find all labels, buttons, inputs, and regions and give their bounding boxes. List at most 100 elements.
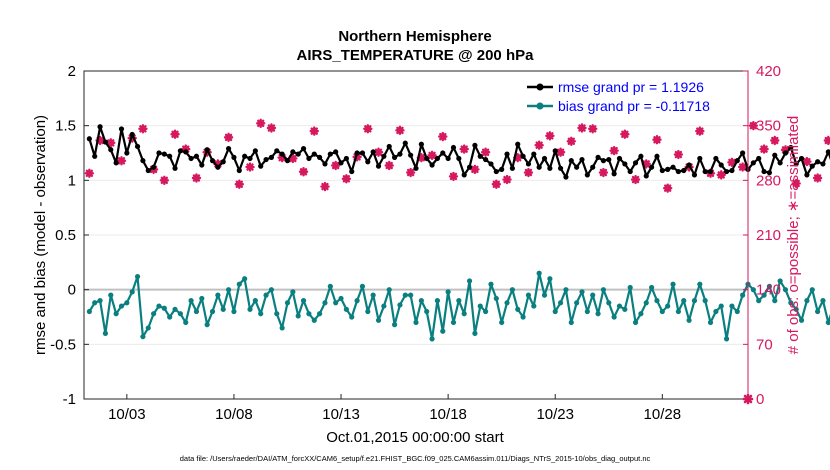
bias-point <box>793 306 799 312</box>
bias-point <box>386 287 392 293</box>
rmse-point <box>552 148 558 154</box>
rmse-point <box>488 161 494 167</box>
obs-assimilated-point <box>566 136 576 146</box>
obs-assimilated-point <box>191 173 202 183</box>
x-axis-ticks: 10/03 10/08 10/13 10/18 10/23 10/28 <box>108 394 681 423</box>
bias-point <box>466 278 473 284</box>
rmse-point <box>161 151 167 157</box>
bias-point <box>397 302 403 308</box>
rmse-point <box>215 164 221 170</box>
y-tick-label-3: 0.5 <box>55 227 76 244</box>
rmse-point <box>306 155 312 162</box>
rmse-point <box>268 154 275 160</box>
rmse-point <box>815 159 821 165</box>
obs-assimilated-point <box>116 156 127 166</box>
obs-assimilated-point <box>234 179 244 189</box>
bias-point <box>702 298 708 304</box>
bias-point <box>225 287 232 293</box>
rmse-series <box>86 124 830 180</box>
rmse-point <box>327 151 333 157</box>
bias-point <box>504 300 510 306</box>
bias-point <box>268 287 275 293</box>
rmse-point <box>279 151 285 157</box>
rmse-point <box>740 150 746 156</box>
rmse-point <box>718 162 724 168</box>
obs-assimilated-point <box>256 118 266 129</box>
rmse-point <box>557 165 564 171</box>
bias-point <box>477 303 483 309</box>
obs-assimilated-point <box>491 179 502 189</box>
bias-point <box>713 308 719 315</box>
obs-assimilated-point <box>630 174 641 185</box>
bias-point <box>156 303 162 309</box>
rmse-point <box>659 167 665 174</box>
rmse-point <box>86 136 92 142</box>
obs-assimilated-point <box>384 160 394 171</box>
bias-point <box>145 325 151 331</box>
rmse-point <box>825 149 830 155</box>
rmse-point <box>820 161 826 167</box>
rmse-point <box>247 155 253 162</box>
rmse-point <box>177 148 183 154</box>
obs-assimilated-point <box>673 149 684 160</box>
bias-point <box>134 273 141 280</box>
bias-point <box>284 300 291 306</box>
obs-assimilated-point <box>727 157 737 168</box>
rmse-point <box>643 173 649 179</box>
bias-point <box>788 300 794 306</box>
bias-point <box>547 276 553 282</box>
rmse-point <box>654 153 660 159</box>
bias-point <box>102 330 109 336</box>
rmse-point <box>252 148 258 154</box>
bias-point <box>638 311 644 317</box>
rmse-point <box>295 151 301 157</box>
rmse-point <box>450 144 457 151</box>
rmse-point <box>616 155 623 162</box>
rmse-point <box>788 144 794 151</box>
rmse-point <box>134 143 141 150</box>
bias-point <box>252 298 258 304</box>
bias-point <box>215 292 221 298</box>
bias-point <box>204 322 210 328</box>
y-tick-label-4: 1 <box>68 172 76 189</box>
rmse-point <box>193 153 200 159</box>
bias-point <box>279 325 285 331</box>
bias-point <box>295 313 301 319</box>
y2-tick-label-5: 350 <box>756 118 781 135</box>
rmse-point <box>418 141 424 147</box>
rmse-point <box>766 170 773 176</box>
bias-point <box>552 308 558 315</box>
rmse-point <box>456 155 462 162</box>
rmse-point <box>483 156 489 163</box>
bias-point <box>707 319 714 326</box>
bias-point <box>413 319 419 326</box>
bias-point <box>236 281 242 287</box>
rmse-point <box>440 150 446 156</box>
bias-point <box>825 319 830 326</box>
obs-assimilated-point <box>395 125 405 136</box>
bias-point <box>691 298 698 304</box>
bias-point <box>750 287 756 293</box>
obs-assimilated-point <box>555 147 566 157</box>
bias-point <box>391 322 398 328</box>
bias-point <box>499 319 505 326</box>
y-tick-label-2: 0 <box>68 282 76 299</box>
x-tick-label-2: 10/13 <box>322 406 360 423</box>
obs-assimilated-point <box>330 160 341 171</box>
rmse-point <box>375 163 382 169</box>
rmse-point <box>525 161 532 167</box>
bias-point <box>359 283 366 289</box>
obs-count-series <box>84 118 830 405</box>
bias-point <box>177 311 183 317</box>
obs-assimilated-point <box>545 131 555 141</box>
bias-point <box>665 303 671 309</box>
obs-assimilated-point <box>138 124 148 134</box>
left-axis-ticks: -1 -0.5 0 0.5 1 1.5 2 <box>50 63 89 408</box>
bias-point <box>365 308 371 315</box>
bias-point <box>129 289 135 295</box>
bias-point <box>161 305 167 311</box>
bias-point <box>734 308 740 315</box>
rmse-point <box>236 167 242 174</box>
bias-point <box>108 292 114 298</box>
bias-point <box>445 289 451 295</box>
